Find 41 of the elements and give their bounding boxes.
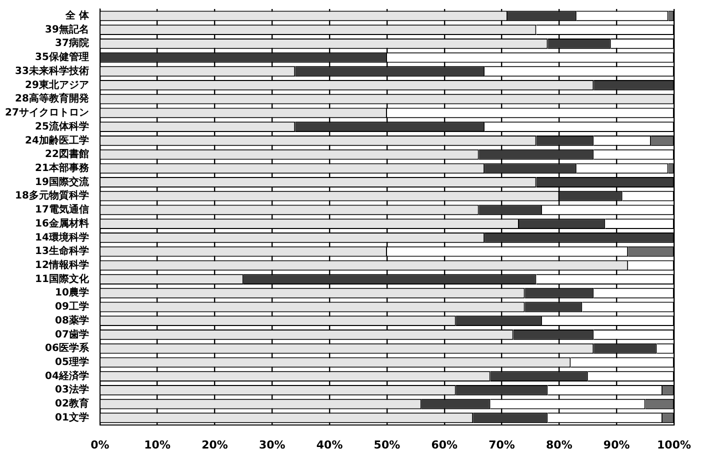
x-tick-label: 80% [546, 438, 572, 452]
x-tick-label: 20% [202, 438, 228, 452]
y-tick-label: 19国際交流 [34, 176, 90, 188]
y-tick-label: 17電気通信 [34, 204, 89, 216]
y-tick-label: 18多元物質科学 [14, 190, 89, 202]
y-tick-label: 12情報科学 [34, 259, 89, 272]
y-tick-label: 07歯学 [54, 328, 89, 340]
y-tick-label: 25流体科学 [34, 120, 89, 132]
y-tick-label: 04経済学 [44, 370, 89, 382]
x-tick-label: 10% [144, 438, 170, 452]
y-tick-label: 13生命科学 [34, 245, 89, 258]
x-tick-label: 100% [657, 438, 691, 452]
y-tick-label: 29東北アジア [24, 78, 89, 91]
x-tick-label: 90% [603, 438, 630, 452]
x-tick-label: 50% [374, 438, 400, 452]
y-tick-label: 03法学 [54, 384, 89, 396]
x-tick-label: 40% [316, 438, 343, 452]
y-tick-label: 27サイクロトロン [4, 108, 89, 119]
y-tick-label: 02教育 [54, 398, 89, 410]
x-tick-label: 70% [488, 438, 515, 452]
y-tick-label: 08薬学 [54, 314, 89, 326]
x-tick-label: 30% [258, 438, 286, 452]
y-tick-label: 10農学 [54, 286, 89, 299]
y-tick-label: 06医学系 [44, 342, 90, 354]
y-tick-label: 21本部事務 [34, 162, 90, 174]
y-tick-label: 33未来科学技術 [14, 64, 89, 77]
y-tick-label: 35保健管理 [34, 51, 89, 64]
y-tick-label: 22図書館 [44, 148, 89, 160]
y-tick-label: 全 体 [64, 10, 90, 22]
x-tick-label: 60% [431, 438, 458, 452]
y-tick-label: 24加齢医工学 [24, 134, 89, 146]
y-tick-label: 28高等教育開発 [14, 92, 90, 105]
y-tick-label: 39無記名 [44, 23, 89, 36]
y-tick-label: 37病院 [54, 37, 89, 50]
y-tick-label: 11国際文化 [34, 272, 90, 285]
y-tick-label: 05理学 [54, 356, 89, 368]
y-tick-label: 16金属材料 [34, 217, 89, 230]
x-tick-label: 0% [90, 438, 110, 452]
y-tick-label: 01文学 [54, 411, 89, 424]
y-tick-label: 14環境科学 [34, 231, 89, 244]
y-tick-label: 09工学 [54, 300, 89, 313]
